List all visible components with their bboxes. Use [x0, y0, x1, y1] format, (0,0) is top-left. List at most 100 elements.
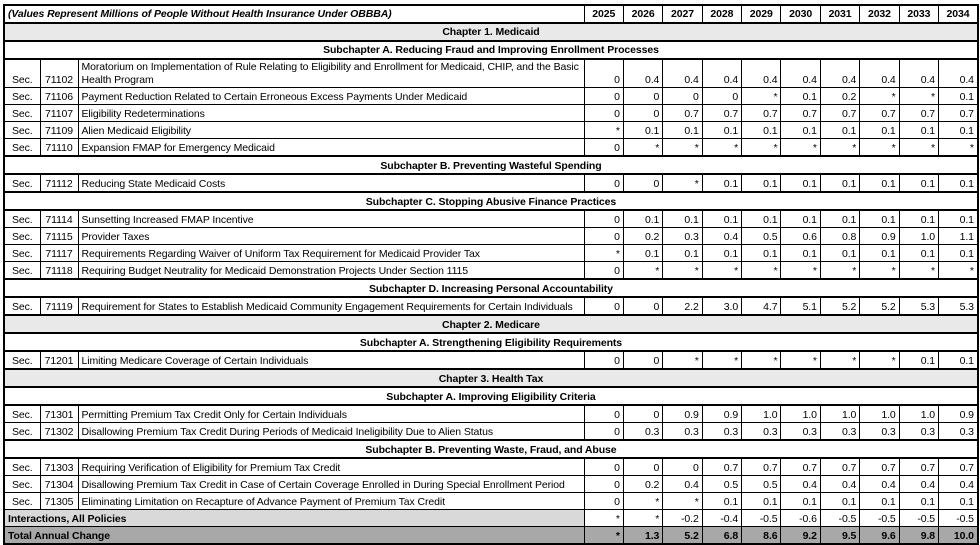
value-cell: 0.1	[819, 173, 861, 193]
value-cell: 5.2	[859, 296, 900, 316]
value-cell: 0.1	[741, 121, 782, 140]
value-cell: 0.1	[819, 121, 861, 140]
value-cell: 1.0	[898, 227, 940, 246]
value-cell: *	[701, 350, 743, 370]
value-cell: 0.1	[819, 244, 861, 263]
value-cell: 0.8	[819, 227, 861, 246]
value-cell: *	[780, 350, 821, 370]
value-cell: 0.7	[701, 457, 743, 477]
description-cell: Disallowing Premium Tax Credit in Case o…	[77, 475, 585, 494]
item-row: Sec. 71102 Moratorium on Implementation of…	[3, 58, 979, 89]
value-cell: 0.1	[859, 209, 900, 229]
value-cell: *	[583, 244, 624, 263]
section-number-cell: 71302	[39, 422, 79, 441]
header-row: (Values Represent Millions of People Wit…	[3, 4, 979, 24]
value-cell: 0	[622, 87, 664, 106]
value-cell: *	[938, 261, 979, 280]
value-cell: 0.3	[819, 422, 861, 441]
description-cell: Provider Taxes	[77, 227, 585, 246]
section-number-cell: 71115	[39, 227, 79, 246]
value-cell: 0.1	[938, 209, 979, 229]
value-cell: 0.1	[662, 209, 703, 229]
value-cell: 1.0	[898, 404, 940, 424]
value-cell: -0.4	[701, 509, 743, 528]
value-cell: *	[741, 350, 782, 370]
value-cell: 0	[583, 492, 624, 511]
subchapter-heading: Subchapter A. Strengthening Eligibility …	[3, 332, 979, 353]
value-cell: 0.4	[859, 58, 900, 89]
section-number-cell: 71119	[39, 296, 79, 316]
section-number-cell: 71201	[39, 350, 79, 370]
value-cell: 5.2	[662, 526, 703, 545]
section-number-cell: 71107	[39, 104, 79, 123]
value-cell: 0	[622, 104, 664, 123]
value-cell: 0.1	[780, 173, 821, 193]
chapter-heading: Chapter 2. Medicare	[3, 314, 979, 335]
value-cell: *	[859, 138, 900, 157]
section-number-cell: 71117	[39, 244, 79, 263]
chapter-row: Chapter 1. Medicaid	[3, 22, 979, 42]
value-cell: *	[701, 261, 743, 280]
value-cell: 0	[583, 404, 624, 424]
description-cell: Alien Medicaid Eligibility	[77, 121, 585, 140]
chapter-row: Chapter 3. Health Tax	[3, 368, 979, 389]
item-row: Sec. 71201 Limiting Medicare Coverage of C…	[3, 350, 979, 370]
value-cell: 9.6	[859, 526, 900, 545]
interactions-row: Interactions, All Policies * * -0.2 -0.4 -0.5…	[3, 509, 979, 528]
sec-label-cell: Sec.	[3, 492, 41, 511]
value-cell: 0.4	[898, 58, 940, 89]
value-cell: 0.1	[701, 121, 743, 140]
item-row: Sec. 71107 Eligibility Redeterminations 0 0 0…	[3, 104, 979, 123]
value-cell: 0.3	[662, 227, 703, 246]
section-number-cell: 71114	[39, 209, 79, 229]
value-cell: 6.8	[701, 526, 743, 545]
value-cell: *	[662, 138, 703, 157]
item-row: Sec. 71303 Requiring Verification of Eligi…	[3, 457, 979, 477]
value-cell: 0.7	[898, 104, 940, 123]
value-cell: 0.1	[938, 87, 979, 106]
value-cell: *	[859, 261, 900, 280]
value-cell: 0.7	[780, 457, 821, 477]
description-cell: Sunsetting Increased FMAP Incentive	[77, 209, 585, 229]
value-cell: 1.1	[938, 227, 979, 246]
value-cell: 0.1	[662, 244, 703, 263]
value-cell: 0.1	[938, 492, 979, 511]
value-cell: 0.6	[780, 227, 821, 246]
value-cell: *	[622, 492, 664, 511]
value-cell: *	[741, 87, 782, 106]
value-cell: 0	[583, 296, 624, 316]
value-cell: 0.4	[662, 475, 703, 494]
value-cell: 0	[583, 261, 624, 280]
value-cell: *	[701, 138, 743, 157]
value-cell: 0	[583, 87, 624, 106]
sec-label-cell: Sec.	[3, 244, 41, 263]
value-cell: 0.3	[859, 422, 900, 441]
value-cell: 3.0	[701, 296, 743, 316]
value-cell: *	[583, 526, 624, 545]
value-cell: 0	[622, 404, 664, 424]
value-cell: 0.1	[622, 244, 664, 263]
value-cell: 0.9	[701, 404, 743, 424]
section-number-cell: 71305	[39, 492, 79, 511]
description-cell: Expansion FMAP for Emergency Medicaid	[77, 138, 585, 157]
section-number-cell: 71106	[39, 87, 79, 106]
value-cell: 0.4	[819, 58, 861, 89]
value-cell: 0.4	[780, 475, 821, 494]
section-number-cell: 71301	[39, 404, 79, 424]
chapter-row: Chapter 2. Medicare	[3, 314, 979, 335]
item-row: Sec. 71301 Permitting Premium Tax Credit O…	[3, 404, 979, 424]
health-insurance-impact-table: (Values Represent Millions of People Wit…	[3, 4, 979, 545]
value-cell: 0	[662, 457, 703, 477]
value-cell: 9.8	[898, 526, 940, 545]
value-cell: 0	[622, 296, 664, 316]
value-cell: 0.1	[741, 244, 782, 263]
value-cell: 0	[583, 457, 624, 477]
value-cell: 0.1	[938, 244, 979, 263]
value-cell: 0.4	[701, 227, 743, 246]
value-cell: 5.2	[819, 296, 861, 316]
value-cell: 0.4	[622, 58, 664, 89]
year-header: 2032	[859, 4, 900, 24]
value-cell: 0.1	[741, 492, 782, 511]
value-cell: 0.3	[780, 422, 821, 441]
year-header: 2033	[898, 4, 940, 24]
